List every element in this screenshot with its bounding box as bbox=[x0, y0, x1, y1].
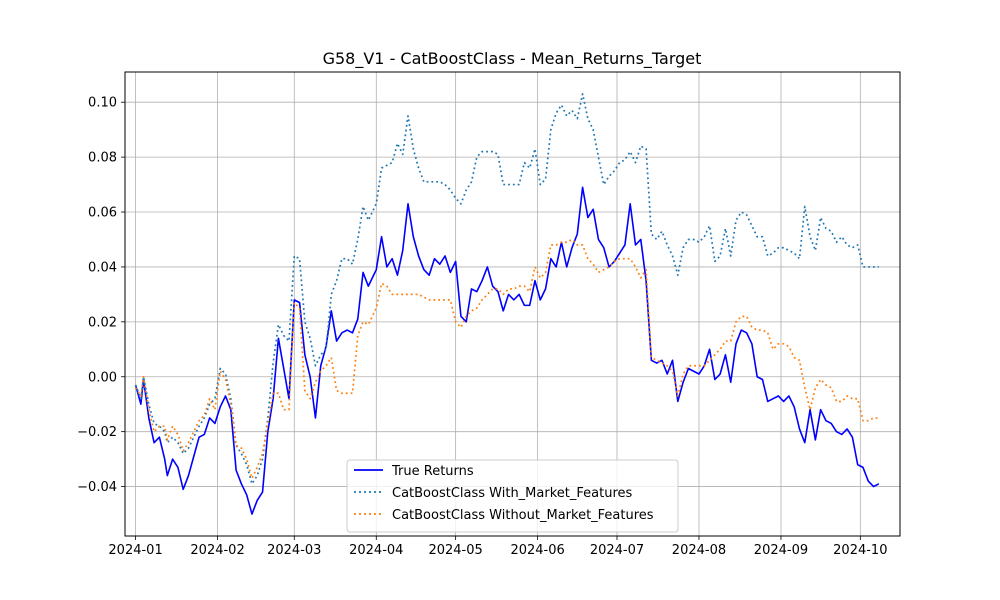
legend: True Returns CatBoostClass With_Market_F… bbox=[346, 459, 679, 533]
x-tick-label: 2024-05 bbox=[428, 543, 482, 558]
legend-box bbox=[346, 459, 679, 533]
x-tick-label: 2024-01 bbox=[108, 543, 162, 558]
plot-frame bbox=[124, 71, 901, 537]
y-tick-label: −0.04 bbox=[77, 480, 117, 495]
y-tick-label: 0.02 bbox=[88, 315, 117, 330]
y-tick-label: 0.06 bbox=[88, 206, 117, 221]
legend-label-true-returns: True Returns bbox=[391, 464, 474, 479]
y-tick-label: −0.02 bbox=[77, 425, 117, 440]
y-tick-label: 0.00 bbox=[88, 370, 117, 385]
y-tick-label: 0.08 bbox=[88, 151, 117, 166]
x-tick-label: 2024-06 bbox=[510, 543, 564, 558]
x-tick-label: 2024-10 bbox=[833, 543, 887, 558]
x-tick-label: 2024-08 bbox=[672, 543, 726, 558]
x-tick-label: 2024-04 bbox=[349, 543, 403, 558]
x-tick-label: 2024-07 bbox=[590, 543, 644, 558]
y-tick-label: 0.04 bbox=[88, 260, 117, 275]
x-tick-label: 2024-09 bbox=[754, 543, 808, 558]
series-line-without-market-features bbox=[134, 238, 879, 480]
x-tick-label: 2024-02 bbox=[190, 543, 244, 558]
chart-title: G58_V1 - CatBoostClass - Mean_Returns_Ta… bbox=[323, 49, 702, 69]
axis-ticks: 2024-01 2024-02 2024-03 2024-04 2024-05 2024-… bbox=[77, 96, 887, 558]
legend-label-with-market: CatBoostClass With_Market_Features bbox=[392, 486, 632, 501]
legend-label-without-market: CatBoostClass Without_Market_Features bbox=[392, 508, 654, 523]
series-lines bbox=[134, 93, 880, 515]
y-tick-label: 0.10 bbox=[88, 96, 117, 111]
series-line-true-returns bbox=[134, 186, 880, 515]
x-tick-label: 2024-03 bbox=[267, 543, 321, 558]
